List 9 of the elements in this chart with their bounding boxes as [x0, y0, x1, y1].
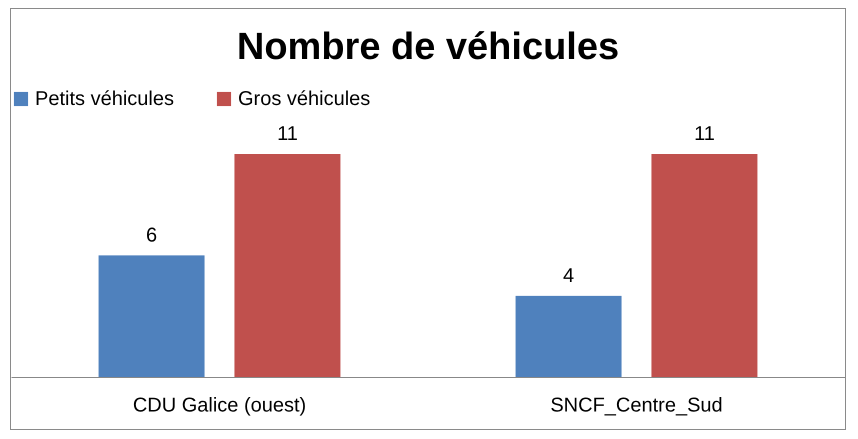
x-tick-label: SNCF_Centre_Sud: [550, 394, 723, 416]
legend-label: Gros véhicules: [238, 88, 370, 110]
data-label: 6: [146, 224, 158, 246]
data-label: 11: [277, 123, 298, 145]
chart-title: Nombre de véhicules: [236, 26, 620, 68]
x-tick-label: CDU Galice (ouest): [132, 394, 306, 416]
data-label: 4: [563, 264, 574, 287]
legend-label: Petits véhicules: [35, 88, 174, 110]
data-label: 11: [694, 123, 715, 145]
